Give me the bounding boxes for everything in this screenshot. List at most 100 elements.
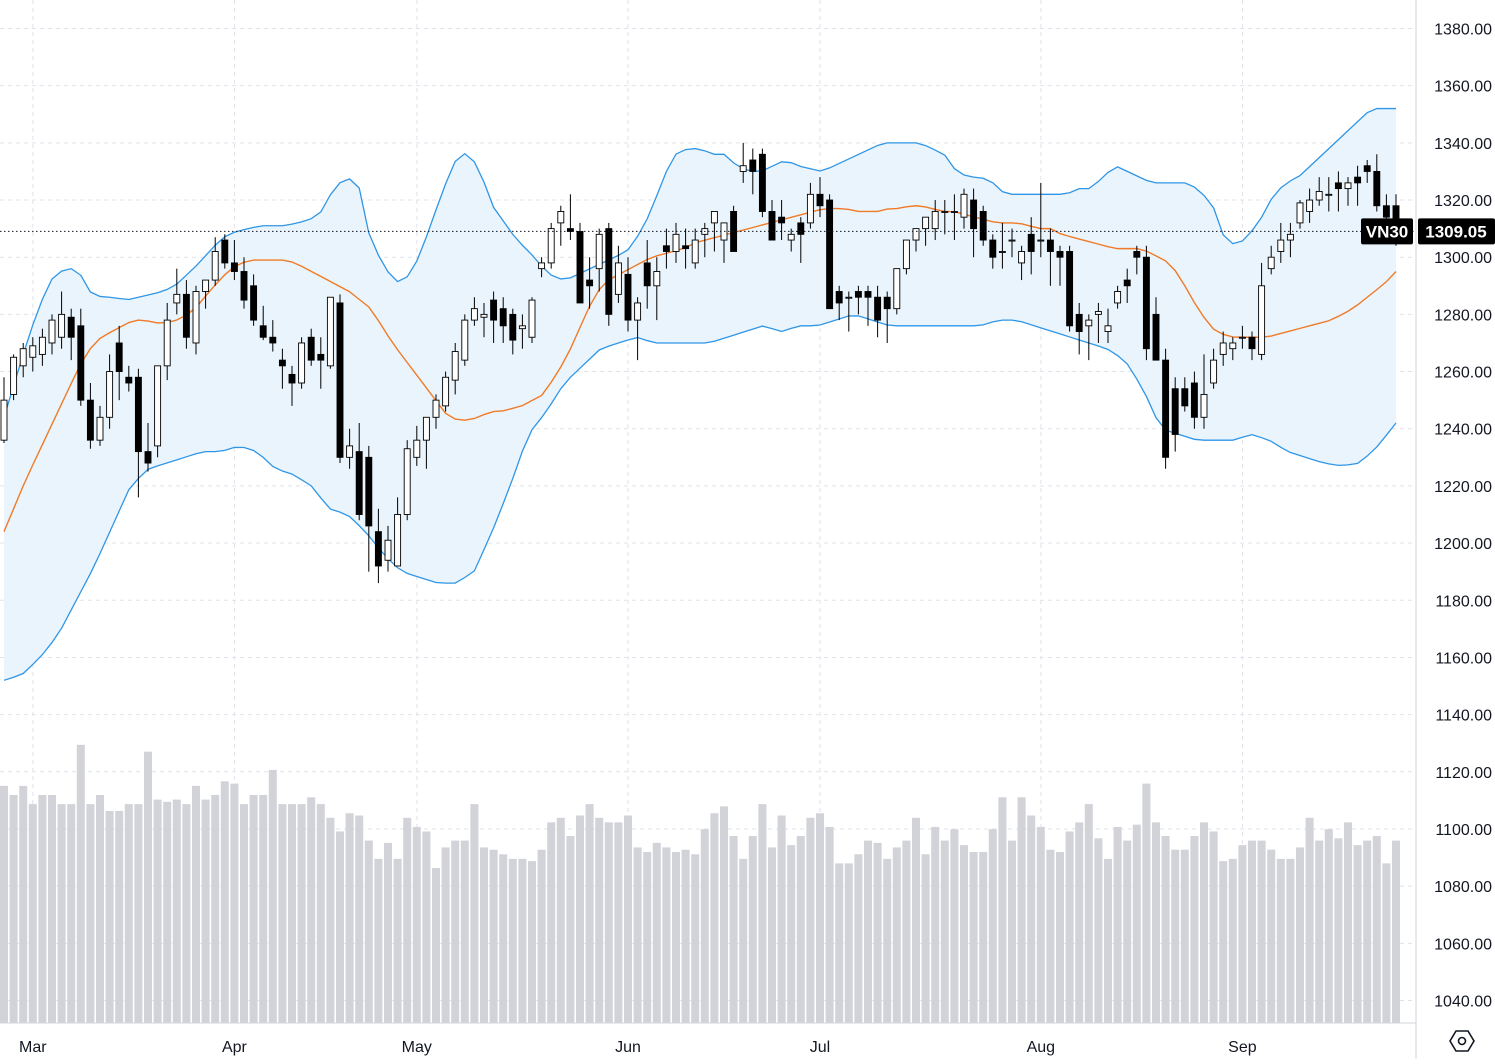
candle[interactable] — [1229, 337, 1237, 361]
candle[interactable] — [883, 291, 891, 343]
candle[interactable] — [163, 302, 171, 381]
candle[interactable] — [864, 285, 872, 326]
candle[interactable] — [490, 291, 498, 343]
candle[interactable] — [86, 382, 94, 449]
candle[interactable] — [1344, 177, 1352, 206]
candle[interactable] — [19, 342, 27, 378]
candle[interactable] — [432, 394, 440, 429]
candle[interactable] — [998, 222, 1006, 269]
candle[interactable] — [461, 314, 469, 366]
candle[interactable] — [730, 205, 738, 252]
candle[interactable] — [1075, 302, 1083, 355]
candle[interactable] — [941, 200, 949, 235]
candle[interactable] — [845, 291, 853, 332]
candle[interactable] — [1085, 314, 1093, 361]
candle[interactable] — [854, 285, 862, 315]
candle[interactable] — [614, 245, 622, 303]
candle[interactable] — [682, 228, 690, 269]
chart-settings-button[interactable] — [1448, 1027, 1476, 1055]
candle[interactable] — [1354, 165, 1362, 206]
candle[interactable] — [835, 285, 843, 321]
candle[interactable] — [739, 142, 747, 183]
candle[interactable] — [710, 211, 718, 252]
candle[interactable] — [58, 291, 66, 349]
candle[interactable] — [96, 405, 104, 446]
candle[interactable] — [394, 497, 402, 567]
candle[interactable] — [1286, 222, 1294, 258]
candle[interactable] — [374, 508, 382, 584]
candle[interactable] — [1238, 325, 1246, 349]
candle[interactable] — [38, 328, 46, 366]
candle[interactable] — [1219, 331, 1227, 366]
candle[interactable] — [240, 257, 248, 309]
candle[interactable] — [403, 440, 411, 521]
candle[interactable] — [346, 428, 354, 469]
candle[interactable] — [125, 365, 133, 392]
candle[interactable] — [451, 342, 459, 395]
candle[interactable] — [1277, 222, 1285, 263]
candle[interactable] — [672, 222, 680, 263]
candle[interactable] — [115, 325, 123, 401]
candle[interactable] — [317, 337, 325, 389]
candle[interactable] — [912, 228, 920, 252]
candle[interactable] — [154, 365, 162, 458]
candle[interactable] — [595, 228, 603, 292]
candle[interactable] — [365, 445, 373, 572]
candle[interactable] — [797, 217, 805, 263]
candle[interactable] — [806, 182, 814, 229]
candle[interactable] — [1200, 354, 1208, 429]
candle[interactable] — [1363, 160, 1371, 183]
candle[interactable] — [1373, 154, 1381, 212]
candle[interactable] — [758, 148, 766, 218]
candle[interactable] — [566, 194, 574, 241]
candle[interactable] — [586, 257, 594, 309]
candle[interactable] — [624, 257, 632, 332]
candle[interactable] — [211, 237, 219, 286]
candle[interactable] — [1258, 262, 1266, 361]
candle[interactable] — [480, 302, 488, 338]
candle[interactable] — [1018, 245, 1026, 281]
candle[interactable] — [816, 177, 824, 218]
candle[interactable] — [221, 234, 229, 269]
candle[interactable] — [307, 328, 315, 366]
candle[interactable] — [576, 222, 584, 304]
candle[interactable] — [1296, 200, 1304, 229]
candle[interactable] — [182, 280, 190, 349]
candle[interactable] — [106, 354, 114, 429]
candle[interactable] — [1181, 377, 1189, 412]
candle[interactable] — [1325, 177, 1333, 212]
candle[interactable] — [0, 377, 8, 444]
candle[interactable] — [384, 525, 392, 572]
candle[interactable] — [1306, 188, 1314, 223]
candle[interactable] — [902, 239, 910, 275]
candle[interactable] — [499, 297, 507, 343]
candle[interactable] — [538, 257, 546, 278]
candle[interactable] — [1315, 177, 1323, 206]
candle[interactable] — [1334, 171, 1342, 212]
candle[interactable] — [989, 234, 997, 269]
candle[interactable] — [259, 305, 267, 341]
candle[interactable] — [662, 228, 670, 269]
candle[interactable] — [778, 200, 786, 241]
candle[interactable] — [653, 257, 661, 321]
candle[interactable] — [134, 368, 142, 498]
candle[interactable] — [528, 297, 536, 343]
candle[interactable] — [230, 240, 238, 281]
candle[interactable] — [202, 279, 210, 309]
candle[interactable] — [269, 320, 277, 352]
candle[interactable] — [787, 228, 795, 252]
candle[interactable] — [355, 423, 363, 521]
candle[interactable] — [192, 285, 200, 355]
candle[interactable] — [1152, 297, 1160, 361]
candle[interactable] — [970, 188, 978, 258]
candle[interactable] — [1104, 308, 1112, 343]
candle[interactable] — [10, 354, 18, 401]
candle[interactable] — [605, 222, 613, 326]
candle[interactable] — [691, 228, 699, 269]
candle[interactable] — [173, 268, 181, 315]
candle[interactable] — [1162, 348, 1170, 469]
candle[interactable] — [1094, 302, 1102, 343]
candle[interactable] — [1027, 217, 1035, 275]
